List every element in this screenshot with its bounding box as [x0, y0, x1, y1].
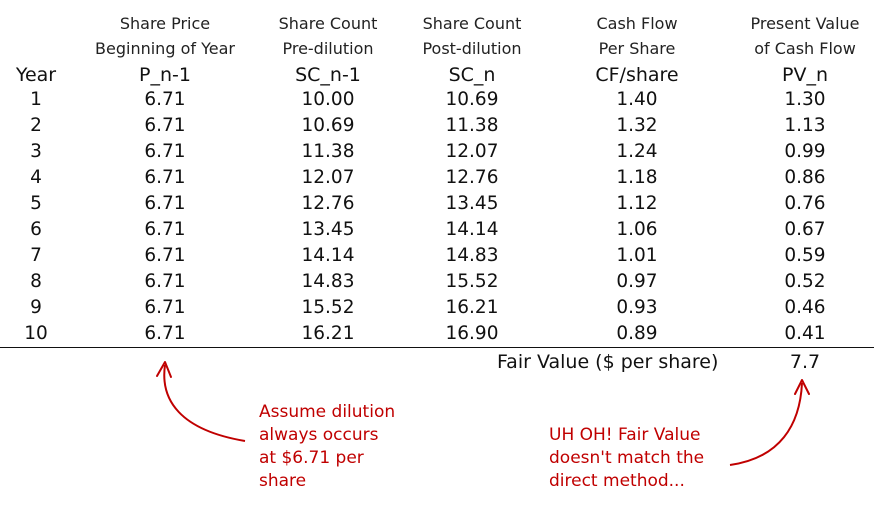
fair-value-amount: 7.7 [789, 351, 821, 373]
header-share-count-pre-line2: Pre-dilution [282, 39, 374, 58]
annotation-note-dilution: Assume dilution always occurs at $6.71 p… [259, 401, 419, 493]
header-cash-flow-line2: Per Share [598, 39, 676, 58]
cell-cash-flow: 1.18 [616, 167, 658, 188]
cell-share-count-pre: 11.38 [301, 141, 355, 162]
cell-share-count-post: 11.38 [445, 115, 499, 136]
cell-year: 10 [24, 323, 48, 344]
cell-year: 6 [30, 219, 42, 240]
cell-year: 8 [30, 271, 42, 292]
left-arrowhead [156, 361, 172, 378]
annotation-note-fair-value: UH OH! Fair Value doesn't match the dire… [549, 424, 739, 493]
table-bottom-rule [0, 347, 874, 348]
cell-cash-flow: 1.24 [616, 141, 658, 162]
cell-year: 5 [30, 193, 42, 214]
cell-present-value: 0.59 [784, 245, 826, 266]
header-share-count-post-line1: Share Count [422, 14, 522, 33]
cell-share-price: 6.71 [144, 193, 186, 214]
cell-cash-flow: 0.89 [616, 323, 658, 344]
cell-share-price: 6.71 [144, 219, 186, 240]
cell-cash-flow: 1.06 [616, 219, 658, 240]
annotation-line: share [259, 471, 307, 491]
fair-value-label: Fair Value ($ per share) [497, 351, 719, 373]
cell-cash-flow: 1.32 [616, 115, 658, 136]
cell-share-count-pre: 15.52 [301, 297, 355, 318]
cell-present-value: 1.30 [784, 89, 826, 110]
cell-share-price: 6.71 [144, 115, 186, 136]
cell-present-value: 0.76 [784, 193, 826, 214]
cell-share-price: 6.71 [144, 89, 186, 110]
right-arrowhead [794, 379, 810, 395]
cell-share-price: 6.71 [144, 271, 186, 292]
cell-year: 1 [30, 89, 42, 110]
cell-share-count-post: 16.21 [445, 297, 499, 318]
cell-share-count-post: 14.83 [445, 245, 499, 266]
cell-present-value: 0.52 [784, 271, 826, 292]
cell-year: 7 [30, 245, 42, 266]
cell-share-price: 6.71 [144, 323, 186, 344]
cell-share-count-post: 16.90 [445, 323, 499, 344]
header-present-value-line1: Present Value [750, 14, 860, 33]
cell-present-value: 0.86 [784, 167, 826, 188]
cell-share-count-post: 12.76 [445, 167, 499, 188]
annotation-line: doesn't match the [549, 448, 705, 468]
cell-present-value: 0.41 [784, 323, 826, 344]
header-share-price-symbol: P_n-1 [139, 64, 191, 86]
annotation-line: UH OH! Fair Value [549, 425, 701, 445]
cell-share-count-post: 14.14 [445, 219, 499, 240]
cell-year: 3 [30, 141, 42, 162]
header-cash-flow-line1: Cash Flow [596, 14, 678, 33]
header-share-count-pre-line1: Share Count [278, 14, 378, 33]
cell-present-value: 1.13 [784, 115, 826, 136]
cell-share-count-pre: 10.69 [301, 115, 355, 136]
header-present-value-line2: of Cash Flow [754, 39, 856, 58]
cell-share-count-pre: 14.83 [301, 271, 355, 292]
cell-share-count-pre: 16.21 [301, 323, 355, 344]
cell-share-count-post: 15.52 [445, 271, 499, 292]
header-share-count-post-line2: Post-dilution [422, 39, 522, 58]
cell-present-value: 0.67 [784, 219, 826, 240]
cell-share-count-pre: 14.14 [301, 245, 355, 266]
cell-share-price: 6.71 [144, 141, 186, 162]
cell-share-count-pre: 12.76 [301, 193, 355, 214]
cell-present-value: 0.99 [784, 141, 826, 162]
cell-share-count-pre: 12.07 [301, 167, 355, 188]
cell-cash-flow: 1.12 [616, 193, 658, 214]
cell-year: 4 [30, 167, 42, 188]
annotation-line: always occurs [259, 425, 379, 445]
cell-share-price: 6.71 [144, 297, 186, 318]
left-arrow [163, 364, 246, 442]
header-year: Year [15, 64, 57, 86]
right-arrow [729, 382, 803, 466]
header-share-price-line1: Share Price [119, 14, 211, 33]
cell-cash-flow: 0.93 [616, 297, 658, 318]
cell-year: 9 [30, 297, 42, 318]
header-share-count-post-symbol: SC_n [448, 64, 496, 86]
cell-year: 2 [30, 115, 42, 136]
header-share-price-line2: Beginning of Year [95, 39, 235, 58]
cell-present-value: 0.46 [784, 297, 826, 318]
annotation-line: Assume dilution [259, 402, 396, 422]
cell-cash-flow: 0.97 [616, 271, 658, 292]
cell-share-price: 6.71 [144, 167, 186, 188]
cell-share-count-post: 13.45 [445, 193, 499, 214]
cell-share-count-post: 10.69 [445, 89, 499, 110]
header-cash-flow-symbol: CF/share [595, 64, 679, 86]
cell-share-count-pre: 10.00 [301, 89, 355, 110]
cell-share-count-post: 12.07 [445, 141, 499, 162]
cell-share-price: 6.71 [144, 245, 186, 266]
cell-cash-flow: 1.01 [616, 245, 658, 266]
cell-share-count-pre: 13.45 [301, 219, 355, 240]
annotation-line: direct method... [549, 471, 685, 491]
header-share-count-pre-symbol: SC_n-1 [295, 64, 361, 86]
cell-cash-flow: 1.40 [616, 89, 658, 110]
header-present-value-symbol: PV_n [782, 64, 828, 86]
annotation-line: at $6.71 per [259, 448, 364, 468]
